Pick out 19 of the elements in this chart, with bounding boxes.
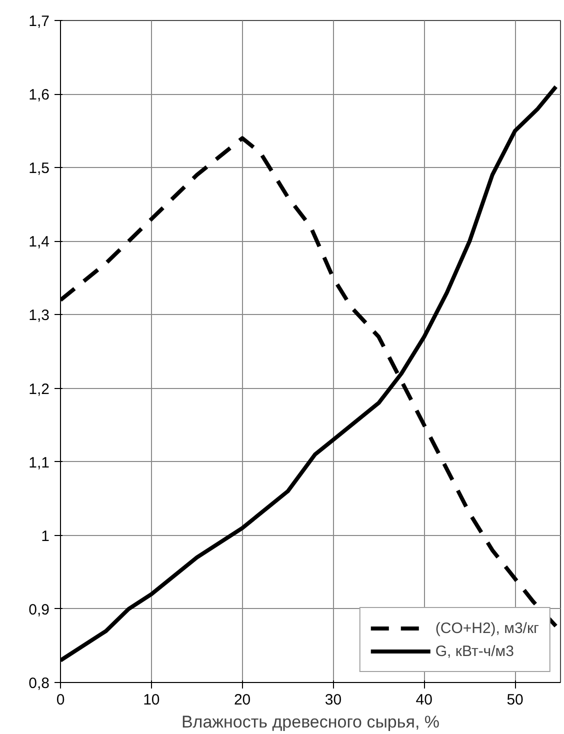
x-tick-label: 40 xyxy=(416,692,432,708)
y-tick-label: 1,4 xyxy=(28,234,50,251)
x-tick-label: 20 xyxy=(234,692,251,708)
x-tick-label: 10 xyxy=(143,692,160,708)
y-tick-label: 1,6 xyxy=(28,86,50,104)
x-axis-title: Влажность древесного сырья, % xyxy=(181,712,440,732)
legend-label: G, кВт-ч/м3 xyxy=(435,642,514,660)
y-tick-label: 1 xyxy=(41,528,50,545)
x-tick-label: 50 xyxy=(506,692,524,708)
y-tick-label: 0,9 xyxy=(28,601,50,618)
y-tick-label: 1,2 xyxy=(28,380,50,398)
y-tick-label: 1,5 xyxy=(28,160,50,178)
y-tick-label: 1,3 xyxy=(28,307,50,324)
y-tick-label: 1,1 xyxy=(28,454,50,472)
legend-label: (CO+H2), м3/кг xyxy=(435,620,539,636)
x-tick-label: 0 xyxy=(56,692,65,708)
y-tick-label: 0,8 xyxy=(28,675,50,692)
x-tick-label: 30 xyxy=(324,692,342,708)
y-tick-label: 1,7 xyxy=(28,13,50,30)
